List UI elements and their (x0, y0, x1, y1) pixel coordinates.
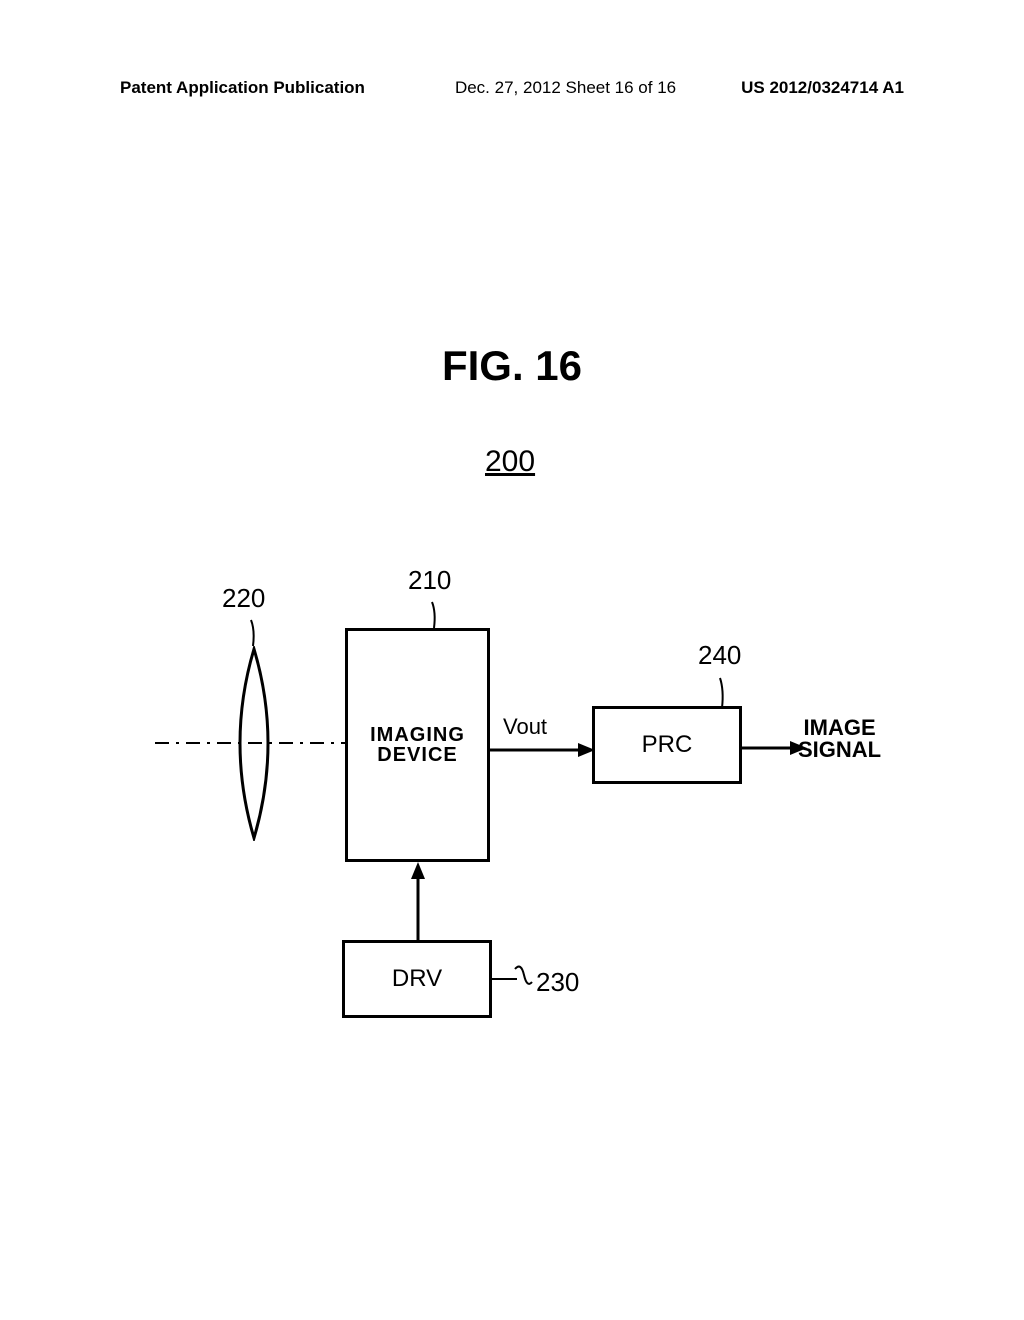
optical-axis-line (155, 742, 345, 744)
arrow-vout (490, 740, 595, 760)
vout-signal-label: Vout (503, 714, 547, 740)
header-publication: Patent Application Publication (120, 78, 365, 98)
page-header: Patent Application Publication Dec. 27, … (0, 78, 1024, 98)
image-signal-label: IMAGE SIGNAL (798, 717, 881, 761)
drv-label: DRV (392, 965, 442, 993)
imaging-text-line2: DEVICE (377, 744, 457, 766)
block-diagram: 220 210 IMAGING DEVICE Vout 240 PRC IMAG… (150, 570, 870, 1030)
reference-label-220: 220 (222, 583, 265, 614)
prc-label: PRC (642, 731, 693, 759)
leader-line-240 (718, 676, 738, 710)
tilde-230 (512, 962, 534, 992)
prc-block: PRC (592, 706, 742, 784)
reference-label-210: 210 (408, 565, 451, 596)
figure-reference-number: 200 (485, 445, 535, 479)
header-patent-number: US 2012/0324714 A1 (741, 78, 904, 98)
drv-block: DRV (342, 940, 492, 1018)
figure-title: FIG. 16 (442, 342, 582, 390)
image-signal-line2: SIGNAL (798, 737, 881, 762)
header-date-sheet: Dec. 27, 2012 Sheet 16 of 16 (455, 78, 676, 98)
arrow-drv (408, 862, 428, 940)
imaging-text-line1: IMAGING (370, 724, 465, 746)
reference-label-240: 240 (698, 640, 741, 671)
imaging-device-label: IMAGING DEVICE (370, 725, 465, 765)
imaging-device-block: IMAGING DEVICE (345, 628, 490, 862)
reference-label-230: 230 (536, 967, 579, 998)
